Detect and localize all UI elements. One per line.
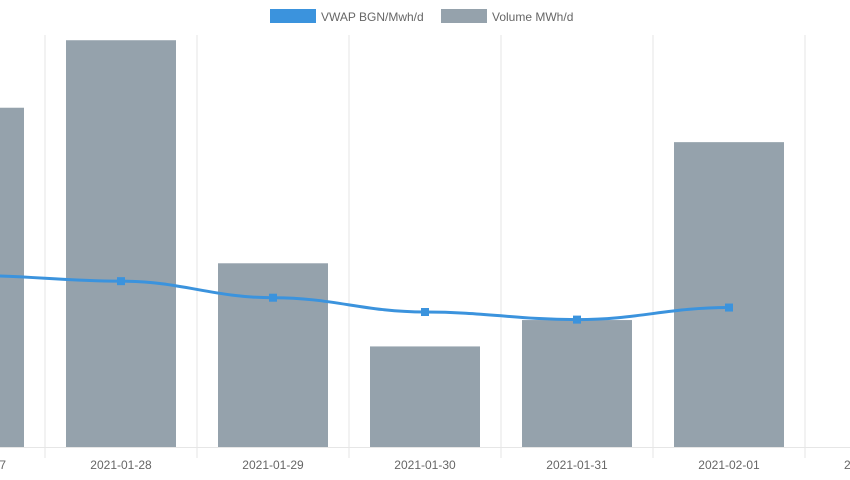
x-tick-label: 2021-01-30	[394, 458, 456, 472]
x-tick-label: 7	[0, 458, 6, 472]
x-tick-label: 2	[844, 458, 850, 472]
legend-item-volume[interactable]: Volume MWh/d	[441, 9, 573, 24]
legend-swatch	[270, 9, 316, 23]
vwap-point-2021-01-30[interactable]	[421, 308, 429, 317]
volume-bars	[0, 40, 784, 448]
legend-label: Volume MWh/d	[492, 10, 573, 24]
volume-bar-2021-01-28[interactable]	[66, 40, 176, 447]
x-axis: 7 2021-01-28 2021-01-29 2021-01-30 2021-01-3…	[0, 458, 850, 472]
x-tick-label: 2021-01-29	[242, 458, 304, 472]
vwap-point-2021-01-31[interactable]	[573, 315, 581, 324]
volume-bar-2021-01-30[interactable]	[370, 346, 480, 447]
volume-bar-2021-01-29[interactable]	[218, 263, 328, 447]
vwap-series-line	[0, 274, 730, 322]
legend-label: VWAP BGN/Mwh/d	[321, 10, 424, 24]
legend-item-vwap[interactable]: VWAP BGN/Mwh/d	[270, 9, 424, 24]
volume-bar-2021-01-31[interactable]	[522, 320, 632, 447]
x-tick-label: 2021-01-31	[546, 458, 608, 472]
vwap-line	[0, 274, 733, 324]
vwap-point-2021-01-29[interactable]	[269, 293, 277, 302]
x-tick-label: 2021-02-01	[698, 458, 760, 472]
volume-bar-2021-02-01[interactable]	[674, 142, 784, 447]
vwap-point-2021-02-01[interactable]	[725, 303, 733, 312]
legend: VWAP BGN/Mwh/d Volume MWh/d	[270, 9, 573, 24]
legend-swatch	[441, 9, 487, 23]
grid-lines	[0, 35, 850, 458]
vwap-point-2021-01-28[interactable]	[117, 277, 125, 286]
x-tick-label: 2021-01-28	[90, 458, 152, 472]
